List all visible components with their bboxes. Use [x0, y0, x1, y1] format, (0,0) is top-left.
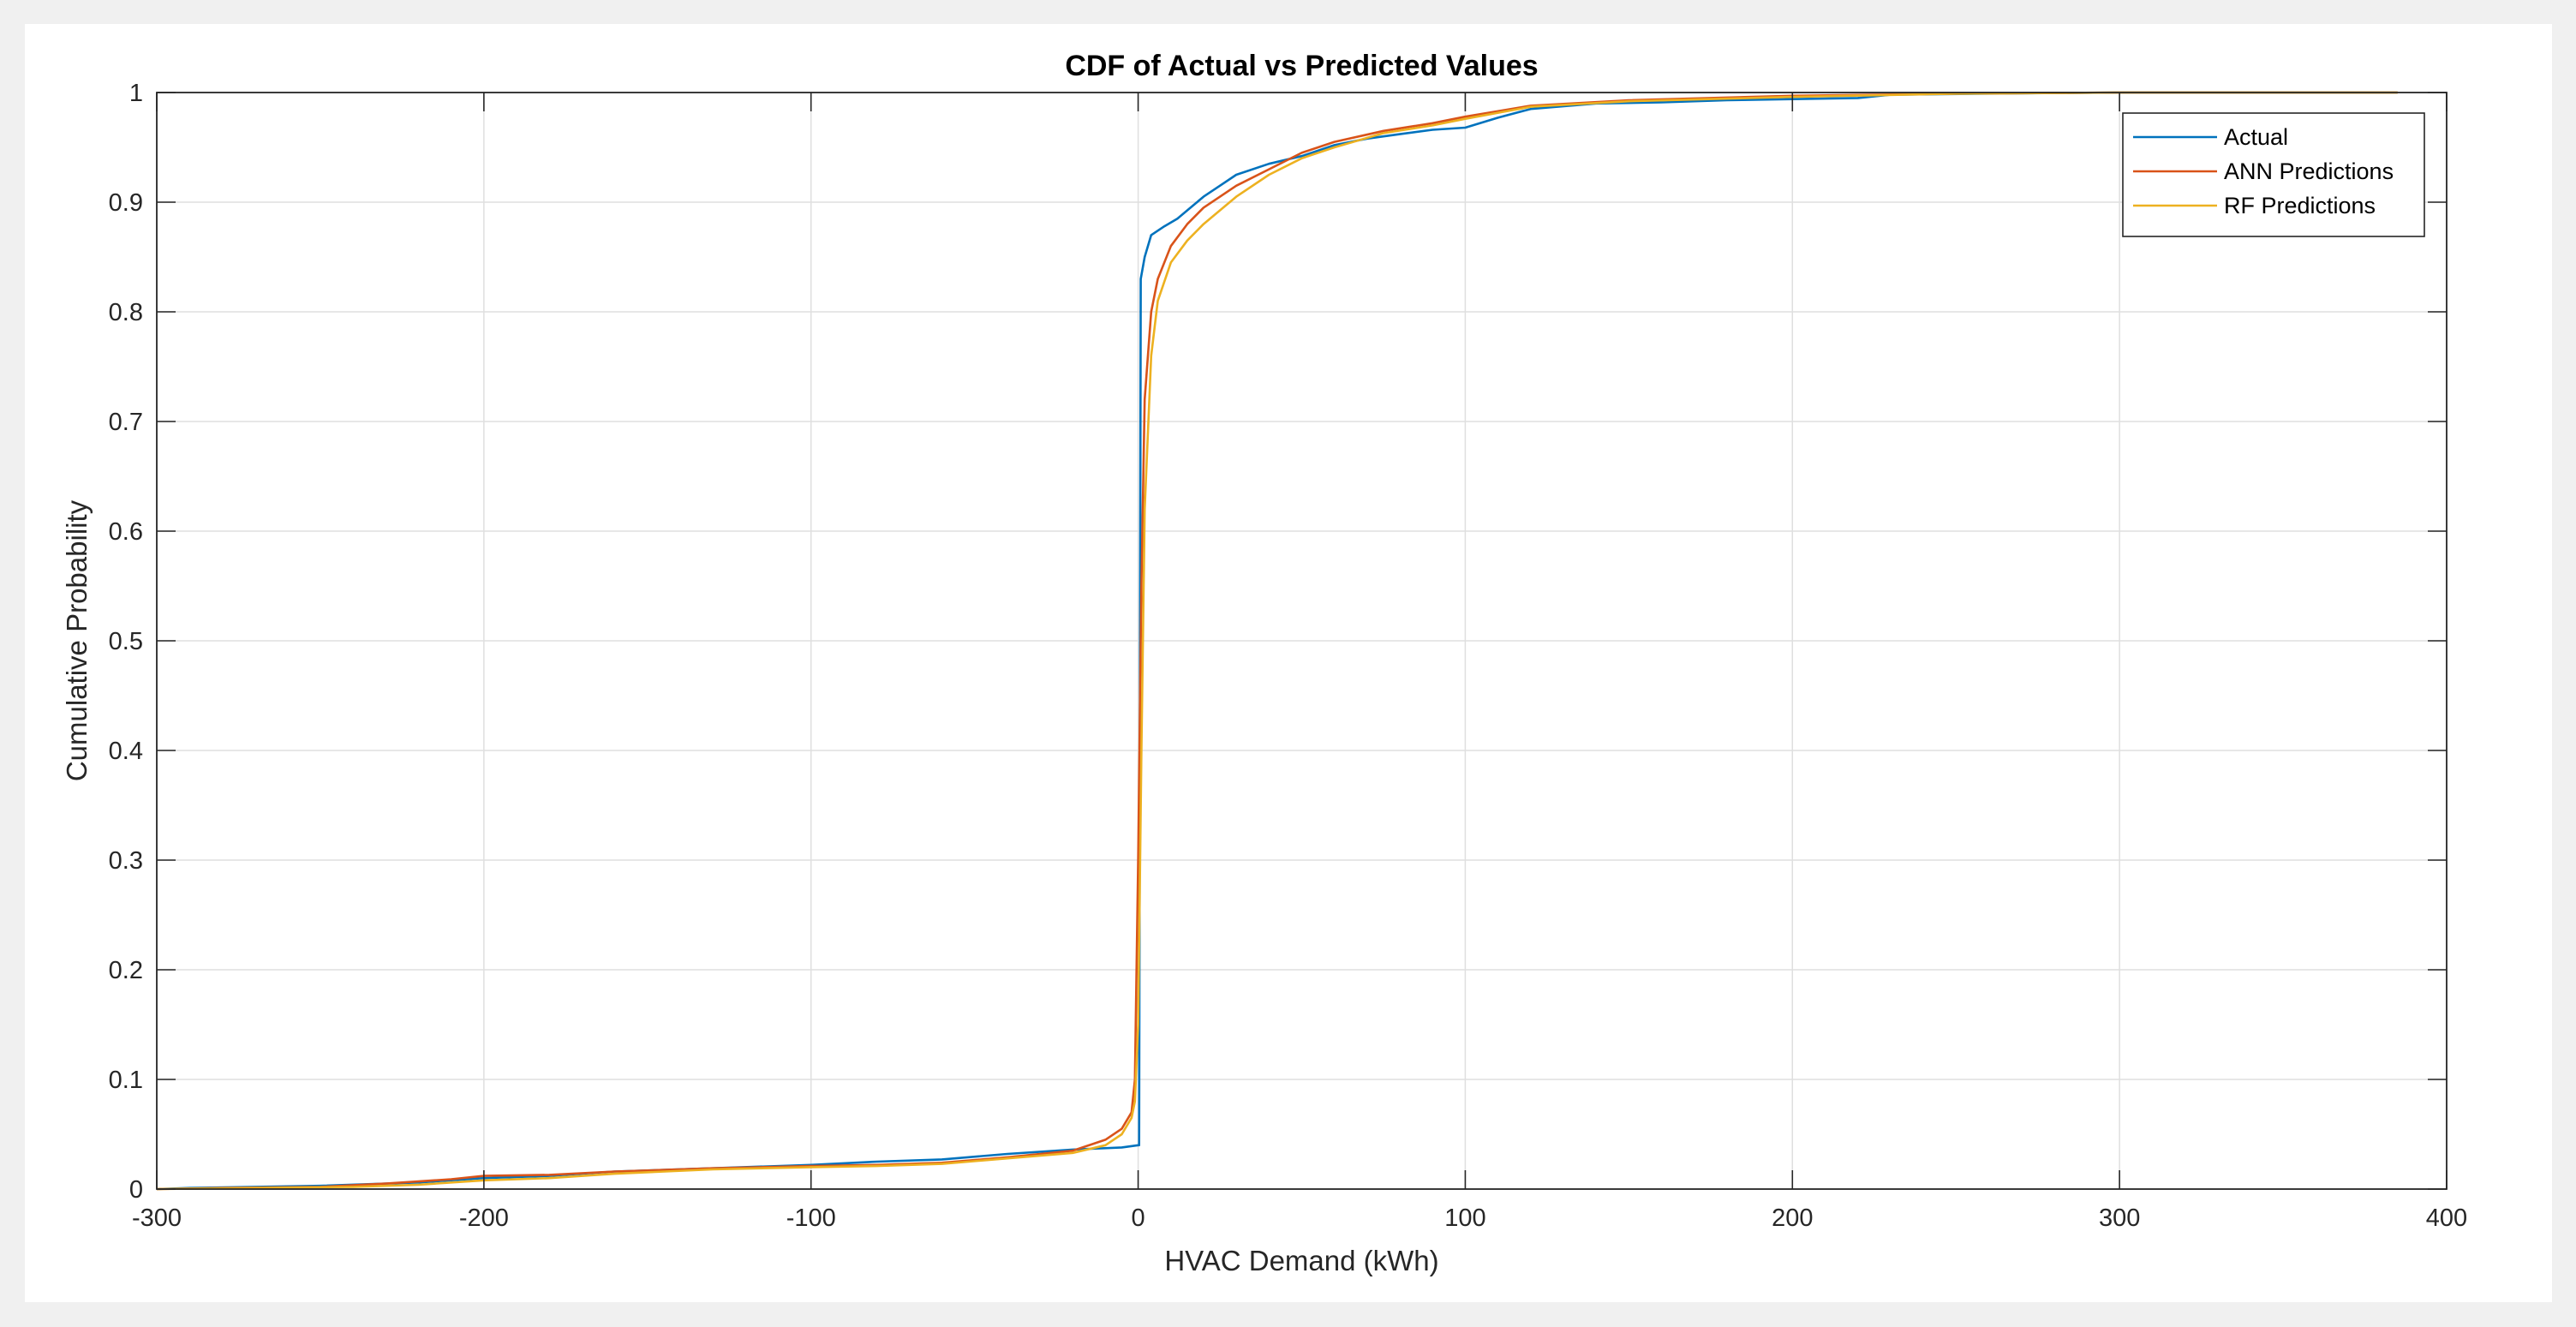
y-axis-ticks: 0 0.1 0.2 0.3 0.4 0.5 0.6 0.7 0.8 0.9 1: [109, 80, 2447, 1204]
x-tick-label: 100: [1444, 1204, 1485, 1232]
x-tick-label: 300: [2099, 1204, 2140, 1232]
y-tick-label: 1: [129, 80, 143, 107]
y-tick-label: 0: [129, 1176, 143, 1204]
y-tick-label: 0.7: [109, 409, 143, 436]
legend[interactable]: Actual ANN Predictions RF Predictions: [2122, 112, 2425, 237]
legend-box: [2122, 112, 2425, 237]
x-tick-label: 400: [2426, 1204, 2467, 1232]
y-tick-label: 0.8: [109, 299, 143, 326]
y-tick-label: 0.9: [109, 189, 143, 217]
y-tick-label: 0.2: [109, 957, 143, 984]
x-tick-label: -100: [786, 1204, 836, 1232]
series-layer: [156, 91, 2398, 1191]
legend-label: RF Predictions: [2224, 193, 2376, 218]
y-tick-label: 0.3: [109, 847, 143, 875]
x-tick-label: -200: [459, 1204, 509, 1232]
x-tick-label: 200: [1772, 1204, 1813, 1232]
y-axis-label: Cumulative Probability: [61, 499, 93, 781]
y-tick-label: 0.4: [109, 738, 143, 765]
legend-label: ANN Predictions: [2224, 158, 2394, 184]
series-line-2: [156, 91, 2398, 1191]
y-tick-label: 0.5: [109, 628, 143, 655]
x-tick-label: -300: [132, 1204, 182, 1232]
chart-title: CDF of Actual vs Predicted Values: [1065, 50, 1538, 82]
legend-label: Actual: [2224, 124, 2288, 150]
x-axis-label: HVAC Demand (kWh): [1164, 1245, 1438, 1276]
x-tick-label: 0: [1132, 1204, 1145, 1232]
y-tick-label: 0.6: [109, 518, 143, 546]
y-tick-label: 0.1: [109, 1067, 143, 1094]
x-axis-ticks: -300 -200 -100 0 100 200 300 400: [132, 93, 2467, 1232]
series-line-3: [156, 91, 2398, 1191]
